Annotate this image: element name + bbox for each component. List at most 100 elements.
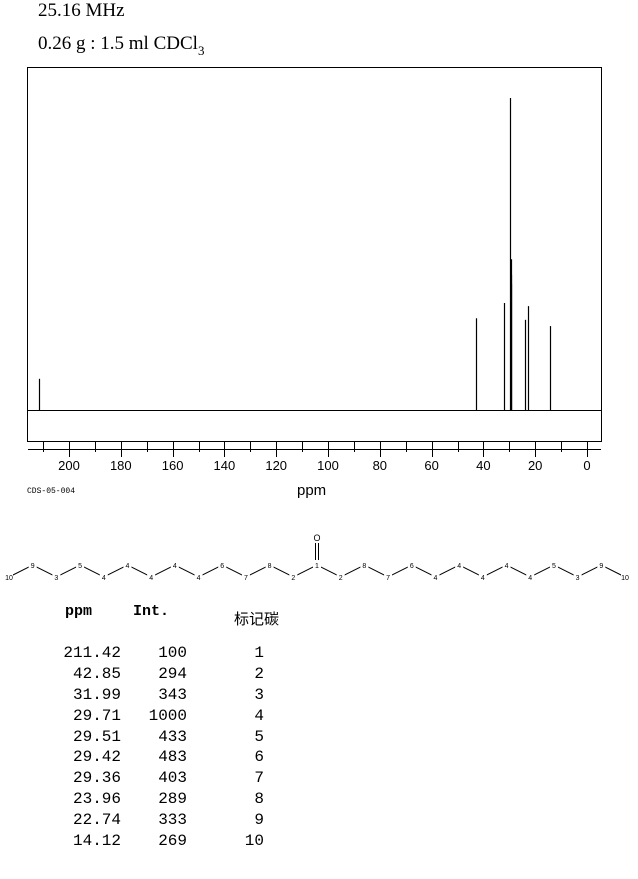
carbon-label-bg: [360, 560, 369, 569]
carbon-label-bg: [526, 572, 535, 581]
carbon-label: 4: [434, 575, 438, 582]
cell-carbon: 9: [254, 811, 264, 830]
carbon-label: 5: [78, 563, 82, 570]
cell-intensity: 483: [158, 748, 187, 767]
x-tick-label: 160: [162, 458, 184, 473]
carbon-label-bg: [147, 572, 156, 581]
cell-intensity: 343: [158, 685, 187, 704]
sample-concentration: 0.26 g : 1.5 ml CDCl3: [38, 33, 204, 59]
carbon-label: 2: [291, 575, 295, 582]
carbon-label: 4: [149, 575, 153, 582]
cell-ppm: 42.85: [72, 664, 121, 683]
cell-carbon: 2: [254, 664, 264, 683]
nmr-spectrum-chart: 200 180 160 140 120 100 80 60 40 20 0: [27, 67, 602, 473]
cell-carbon: 8: [254, 790, 264, 809]
carbon-label: 4: [528, 575, 532, 582]
cell-ppm: 29.42: [72, 748, 121, 767]
x-axis-ticks: 200 180 160 140 120 100 80 60 40 20 0: [43, 442, 591, 473]
carbon-label-bg: [313, 560, 321, 569]
carbon-label-bg: [597, 560, 606, 569]
carbon-label: 9: [31, 563, 35, 570]
carbon-label: 10: [5, 575, 13, 582]
cell-intensity: 269: [158, 832, 187, 851]
peak-group: [38, 98, 552, 410]
carbon-label: 5: [552, 563, 556, 570]
carbon-label-bg: [123, 560, 132, 569]
carbon-label-bg: [289, 572, 298, 581]
carbon-label-bg: [478, 572, 487, 581]
plot-frame: [27, 67, 602, 442]
carbon-label: 1: [315, 563, 319, 570]
x-tick-label: 100: [317, 458, 339, 473]
x-axis-label: ppm: [297, 482, 327, 499]
carbon-label-bg: [76, 560, 85, 569]
cell-ppm: 29.71: [72, 706, 121, 725]
molecule-structure: O 10 9 3 5 4 4 4 4 4 6 7 8 2 1 2 8 7 6 4 4 4 4 4 5 3 9 10: [5, 533, 629, 582]
x-tick-label: 80: [373, 458, 387, 473]
carbon-label: 3: [54, 575, 58, 582]
cell-intensity: 289: [158, 790, 187, 809]
carbon-label-bg: [28, 560, 37, 569]
cell-intensity: 100: [158, 644, 187, 662]
cell-intensity: 294: [158, 664, 187, 683]
x-tick-label: 20: [528, 458, 542, 473]
sample-concentration-text: 0.26 g : 1.5 ml CDCl: [38, 33, 198, 54]
carbon-label-bg: [431, 572, 440, 581]
cell-carbon: 6: [254, 748, 264, 767]
cell-intensity: 1000: [148, 706, 187, 725]
carbon-label-bg: [5, 572, 13, 581]
cell-ppm: 22.74: [72, 811, 121, 830]
carbon-label-bg: [502, 560, 511, 569]
carbon-label-bg: [265, 560, 274, 569]
cell-carbon: 10: [244, 832, 264, 851]
x-tick-label: 200: [58, 458, 80, 473]
carbon-label-bg: [573, 572, 582, 581]
carbon-label: 4: [102, 575, 106, 582]
carbon-label: 4: [197, 575, 201, 582]
carbon-label: 2: [339, 575, 343, 582]
carbon-label: 4: [173, 563, 177, 570]
x-tick-label: 120: [265, 458, 287, 473]
x-tick-label: 0: [583, 458, 590, 473]
carbon-label: 10: [621, 575, 629, 582]
carbon-label: 4: [126, 563, 130, 570]
carbon-label: 6: [220, 563, 224, 570]
carbon-label-bg: [218, 560, 227, 569]
x-tick-label: 40: [476, 458, 490, 473]
sample-concentration-subscript: 3: [197, 43, 205, 58]
cell-carbon: 1: [254, 644, 264, 662]
carbon-label-bg: [170, 560, 179, 569]
carbon-label-bg: [241, 572, 250, 581]
carbon-label-bg: [194, 572, 203, 581]
header-ppm: ppm: [65, 603, 93, 620]
carbon-label-bg: [52, 572, 61, 581]
carbon-label-bg: [407, 560, 416, 569]
cell-ppm: 31.99: [72, 685, 121, 704]
x-tick-label: 140: [214, 458, 236, 473]
carbon-label: 7: [386, 575, 390, 582]
cell-ppm: 29.51: [72, 727, 121, 746]
header-carbon-label: 标记碳: [234, 610, 280, 628]
header-intensity: Int.: [133, 603, 170, 620]
carbon-label: 4: [505, 563, 509, 570]
carbon-label-bg: [621, 572, 629, 581]
carbon-label-bg: [336, 572, 345, 581]
cell-intensity: 333: [158, 811, 187, 830]
cell-carbon: 4: [254, 706, 264, 725]
carbon-label: 3: [576, 575, 580, 582]
carbon-label: 7: [244, 575, 248, 582]
carbon-label: 4: [481, 575, 485, 582]
carbon-label: 4: [457, 563, 461, 570]
carbon-label-bg: [549, 560, 558, 569]
cell-ppm: 23.96: [72, 790, 121, 809]
cell-carbon: 5: [254, 727, 264, 746]
cell-ppm: 14.12: [72, 832, 121, 851]
cell-ppm: 211.42: [63, 644, 121, 662]
oxygen-atom-label: O: [313, 533, 320, 543]
cell-intensity: 433: [158, 727, 187, 746]
carbon-label-bg: [99, 572, 108, 581]
cell-carbon: 3: [254, 685, 264, 704]
cell-intensity: 403: [158, 769, 187, 788]
carbon-label: 9: [599, 563, 603, 570]
cell-ppm: 29.36: [72, 769, 121, 788]
